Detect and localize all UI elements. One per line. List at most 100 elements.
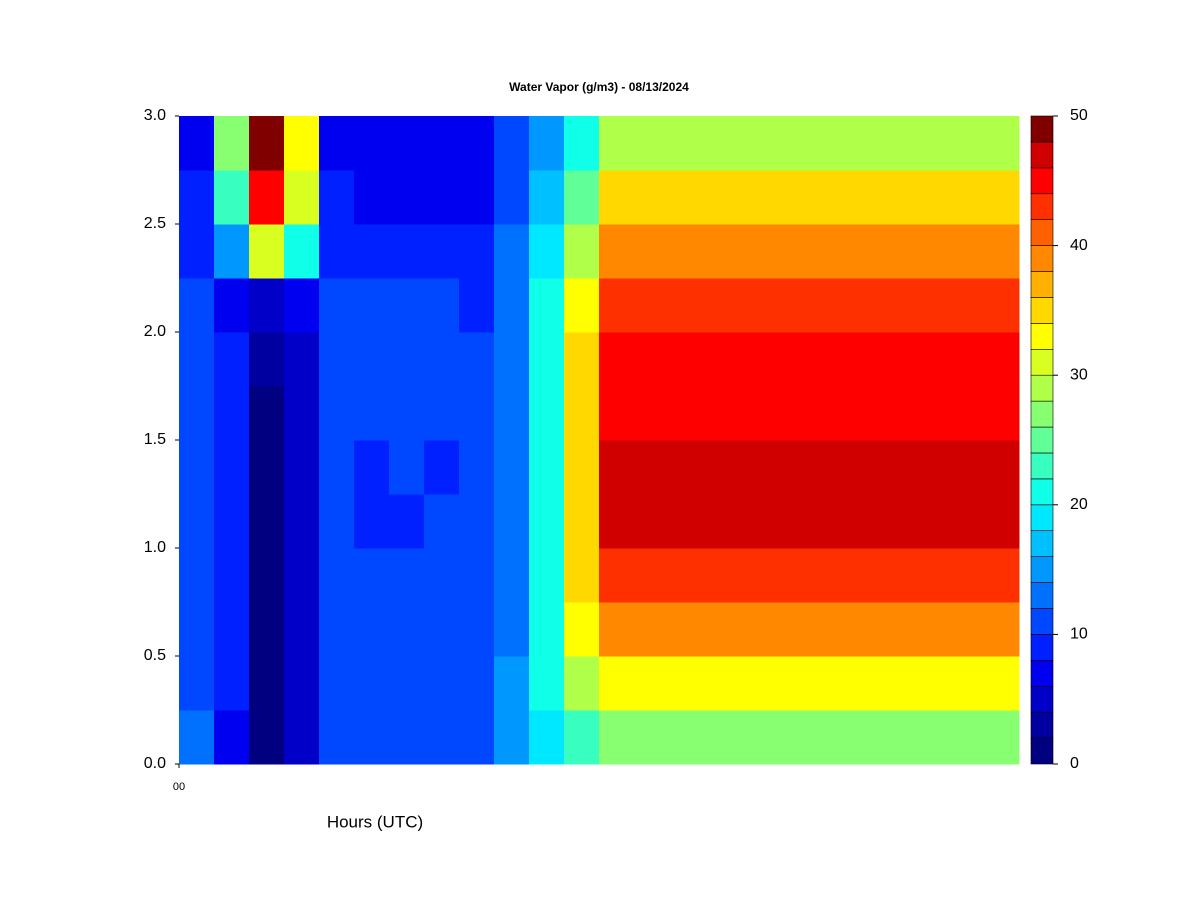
contour-cell <box>424 224 460 279</box>
colorbar-swatch <box>1030 608 1054 635</box>
contour-cell <box>354 656 390 711</box>
contour-cell <box>249 656 285 711</box>
contour-cell <box>564 224 600 279</box>
contour-cell <box>914 332 950 387</box>
contour-cell <box>284 224 320 279</box>
contour-cell <box>529 494 565 549</box>
contour-cell <box>809 710 845 765</box>
contour-cell <box>249 332 285 387</box>
contour-cell <box>914 116 950 171</box>
contour-cell <box>739 278 775 333</box>
contour-cell <box>739 494 775 549</box>
contour-cell <box>179 440 215 495</box>
contour-cell <box>844 116 880 171</box>
y-tick-label: 3.0 <box>144 107 166 124</box>
contour-cell <box>949 602 985 657</box>
contour-cell <box>914 548 950 603</box>
contour-cell <box>669 494 705 549</box>
contour-cell <box>389 602 425 657</box>
colorbar-swatch <box>1030 245 1054 272</box>
contour-cell <box>599 170 635 225</box>
contour-cell <box>494 602 530 657</box>
contour-cell <box>599 332 635 387</box>
contour-cell <box>284 332 320 387</box>
contour-cell <box>389 278 425 333</box>
contour-cell <box>249 278 285 333</box>
contour-cell <box>214 224 250 279</box>
contour-cell <box>284 656 320 711</box>
contour-cell <box>879 278 915 333</box>
contour-cell <box>214 440 250 495</box>
contour-cell <box>984 170 1020 225</box>
contour-cell <box>599 116 635 171</box>
contour-cell <box>249 170 285 225</box>
contour-cell <box>844 224 880 279</box>
colorbar-swatch <box>1030 737 1054 765</box>
contour-cell <box>214 278 250 333</box>
contour-cell <box>459 494 495 549</box>
contour-cell <box>774 656 810 711</box>
contour-cell <box>704 170 740 225</box>
contour-cell <box>984 602 1020 657</box>
colorbar-tick-label: 50 <box>1070 107 1088 124</box>
contour-cell <box>984 548 1020 603</box>
contour-cell <box>179 710 215 765</box>
contour-cell <box>319 332 355 387</box>
contour-cell <box>424 332 460 387</box>
contour-cell <box>774 440 810 495</box>
contour-cell <box>949 332 985 387</box>
contour-cell <box>704 116 740 171</box>
contour-cell <box>284 278 320 333</box>
colorbar-swatch <box>1030 685 1054 713</box>
colorbar-swatch <box>1030 323 1054 350</box>
contour-cell <box>844 386 880 441</box>
contour-cell <box>984 710 1020 765</box>
contour-cell <box>284 116 320 171</box>
contour-cell <box>914 710 950 765</box>
contour-cell <box>914 386 950 441</box>
contour-cell <box>459 170 495 225</box>
contour-cell <box>249 386 285 441</box>
contour-cell <box>599 224 635 279</box>
contour-cell <box>424 548 460 603</box>
contour-cell <box>634 602 670 657</box>
contour-cell <box>704 332 740 387</box>
contour-cell <box>319 278 355 333</box>
contour-cell <box>389 548 425 603</box>
contour-cell <box>669 116 705 171</box>
contour-cell <box>354 602 390 657</box>
contour-cell <box>774 170 810 225</box>
contour-cell <box>249 116 285 171</box>
contour-cell <box>669 602 705 657</box>
contour-cell <box>739 386 775 441</box>
colorbar-tick-label: 20 <box>1070 496 1088 513</box>
contour-cell <box>669 332 705 387</box>
colorbar-swatch <box>1030 582 1054 609</box>
y-tick-label: 2.0 <box>144 323 166 340</box>
contour-cell <box>704 494 740 549</box>
contour-cell <box>459 224 495 279</box>
contour-cell <box>424 278 460 333</box>
colorbar-swatch <box>1030 478 1054 506</box>
contour-cell <box>599 656 635 711</box>
contour-cell <box>214 602 250 657</box>
contour-cell <box>424 710 460 765</box>
contour-cell <box>564 494 600 549</box>
contour-cell <box>774 602 810 657</box>
contour-cell <box>949 656 985 711</box>
contour-cell <box>389 224 425 279</box>
contour-cell <box>704 602 740 657</box>
colorbar-tick-label: 40 <box>1070 237 1088 254</box>
contour-cell <box>214 548 250 603</box>
contour-cell <box>389 332 425 387</box>
contour-cell <box>879 116 915 171</box>
contour-cell <box>634 440 670 495</box>
contour-cell <box>634 494 670 549</box>
colorbar-swatch <box>1030 297 1054 324</box>
contour-cell <box>284 170 320 225</box>
contour-cell <box>809 170 845 225</box>
contour-cell <box>529 656 565 711</box>
contour-cell <box>809 548 845 603</box>
colorbar-swatch <box>1030 167 1054 195</box>
y-tick-label: 0.5 <box>144 647 166 664</box>
